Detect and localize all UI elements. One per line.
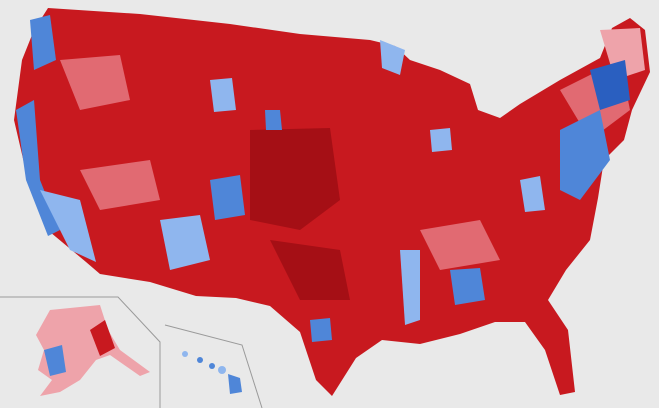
island [218, 366, 226, 374]
inset-border [164, 324, 263, 408]
region-blue [450, 268, 485, 305]
region-blue [520, 176, 545, 212]
region-blue [380, 40, 405, 75]
inset-border [0, 296, 161, 408]
region-blue [16, 100, 60, 236]
region-blue [560, 110, 610, 200]
alaska [36, 305, 150, 396]
region-shade [270, 240, 350, 300]
region-blue [40, 190, 96, 262]
region-blue [30, 15, 56, 70]
island [209, 363, 215, 369]
region-shade [80, 160, 160, 210]
region-shade [60, 55, 130, 110]
region-blue [44, 345, 66, 376]
region-shade [420, 220, 500, 270]
region-blue [210, 78, 236, 112]
region-blue [430, 128, 452, 152]
region-blue [590, 60, 630, 110]
region-shade [90, 320, 115, 356]
region-blue [310, 318, 332, 342]
hawaii [182, 351, 242, 394]
region-shade [250, 128, 340, 230]
region-blue [400, 250, 420, 325]
region-blue [160, 215, 210, 270]
region-blue [265, 110, 282, 130]
island [182, 351, 188, 357]
region-blue [210, 175, 245, 220]
island [197, 357, 203, 363]
island [228, 374, 242, 394]
